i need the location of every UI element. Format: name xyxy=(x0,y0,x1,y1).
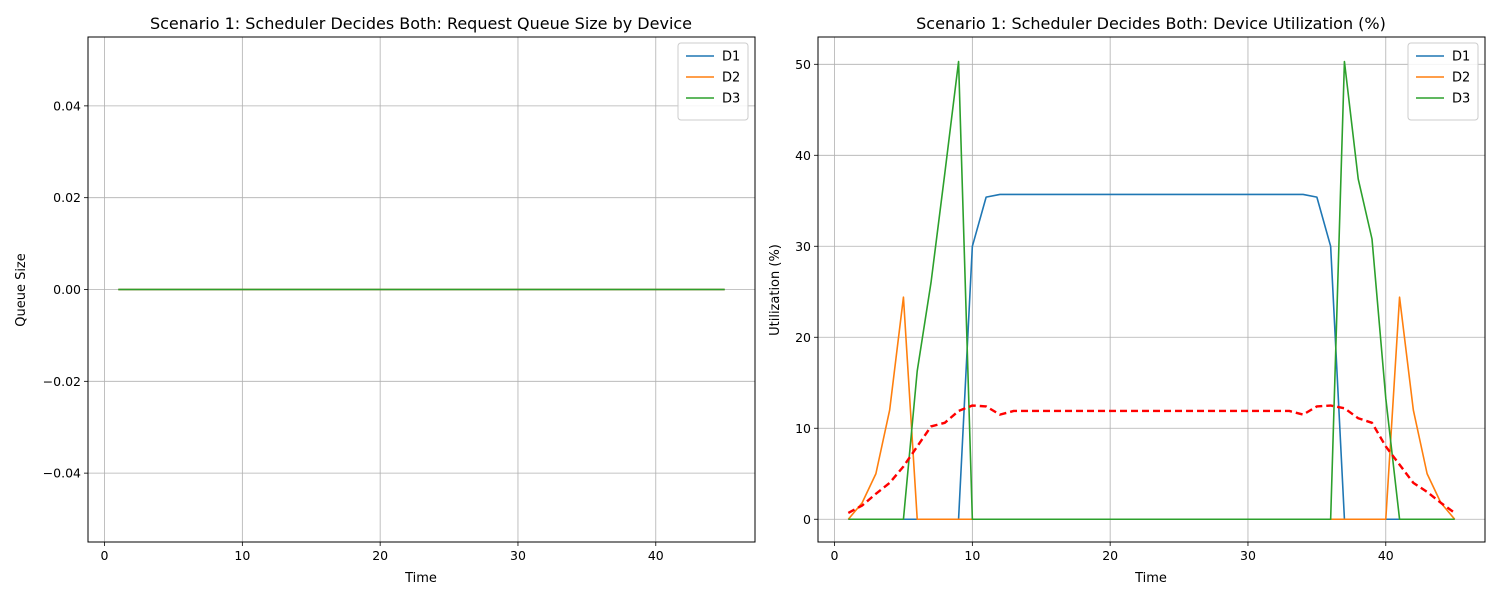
y-tick-label: 40 xyxy=(795,148,811,163)
chart-title: Scenario 1: Scheduler Decides Both: Requ… xyxy=(150,14,692,33)
y-tick-label: 50 xyxy=(795,57,811,72)
legend-box xyxy=(1407,42,1479,121)
legend-entry: D1 xyxy=(722,50,740,65)
y-tick-label: 20 xyxy=(795,330,811,345)
chart-title: Scenario 1: Scheduler Decides Both: Devi… xyxy=(916,14,1386,33)
y-axis-label: Utilization (%) xyxy=(768,244,783,336)
x-tick-label: 10 xyxy=(964,548,980,563)
y-axis-label: Queue Size xyxy=(14,253,29,327)
series-line-d1 xyxy=(848,193,1455,521)
y-tick-label: 10 xyxy=(795,421,811,436)
y-tick-label: 0.02 xyxy=(53,190,81,205)
x-tick-label: 20 xyxy=(1102,548,1118,563)
x-axis-label: Time xyxy=(404,571,437,586)
legend-box xyxy=(677,42,749,121)
series-line-d3 xyxy=(848,60,1455,521)
legend-entry: D3 xyxy=(722,92,740,107)
x-tick-label: 0 xyxy=(101,548,109,563)
y-tick-label: 30 xyxy=(795,239,811,254)
device-utilization-chart: Scenario 1: Scheduler Decides Both: Devi… xyxy=(768,14,1486,586)
y-tick-label: −0.02 xyxy=(43,374,81,389)
x-tick-label: 20 xyxy=(372,548,388,563)
y-tick-label: 0.00 xyxy=(53,282,81,297)
x-tick-label: 30 xyxy=(510,548,526,563)
y-tick-label: 0 xyxy=(803,512,811,527)
legend-entry: D3 xyxy=(1452,92,1470,107)
x-tick-label: 40 xyxy=(648,548,664,563)
x-tick-label: 0 xyxy=(831,548,839,563)
x-tick-label: 40 xyxy=(1378,548,1394,563)
average-line xyxy=(847,404,1456,514)
x-tick-label: 30 xyxy=(1240,548,1256,563)
plot-frame xyxy=(817,36,1486,543)
queue-size-chart: Scenario 1: Scheduler Decides Both: Requ… xyxy=(14,14,756,586)
series-line-d2 xyxy=(847,296,1456,521)
legend-entry: D2 xyxy=(1452,71,1470,86)
y-tick-label: −0.04 xyxy=(43,466,81,481)
x-tick-label: 10 xyxy=(234,548,250,563)
y-tick-label: 0.04 xyxy=(53,98,81,113)
x-axis-label: Time xyxy=(1134,571,1167,586)
legend-entry: D2 xyxy=(722,71,740,86)
legend-entry: D1 xyxy=(1452,50,1470,65)
